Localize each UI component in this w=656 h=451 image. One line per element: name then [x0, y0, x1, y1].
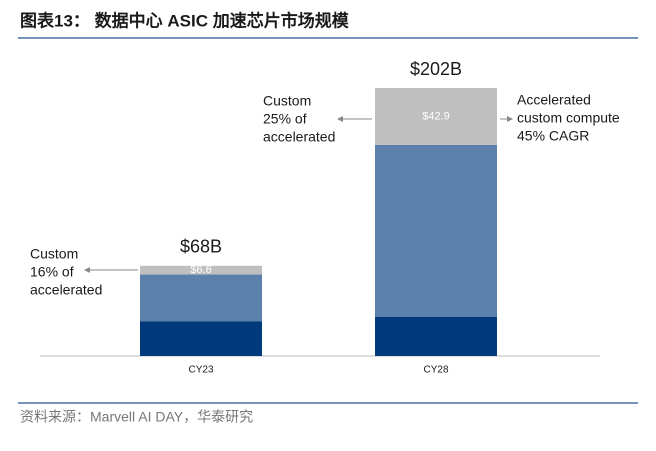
annotation: Custom: [263, 93, 311, 109]
total-label: $202B: [410, 59, 462, 79]
source: 资料来源：Marvell AI DAY，华泰研究: [20, 409, 253, 425]
annotation: 45% CAGR: [517, 128, 589, 144]
title: 图表13： 数据中心 ASIC 加速芯片市场规模: [20, 10, 350, 30]
annotation: Accelerated: [517, 92, 591, 108]
bar-segment: [140, 265, 262, 275]
annotation: accelerated: [263, 129, 335, 145]
value-label: $42.9: [422, 110, 450, 122]
bar-segment: [375, 88, 497, 145]
annotation: 25% of: [263, 111, 307, 127]
bar-segment: [140, 321, 262, 356]
bar-segment: [375, 144, 497, 317]
annotation: custom compute: [517, 110, 620, 126]
x-tick-label: CY23: [188, 365, 213, 376]
value-label: $6.6: [190, 264, 211, 276]
x-tick-label: CY28: [423, 365, 448, 376]
annotation: Custom: [30, 246, 78, 262]
annotation: accelerated: [30, 282, 102, 298]
total-label: $68B: [180, 237, 222, 257]
annotation: 16% of: [30, 264, 74, 280]
bar-segment: [375, 316, 497, 356]
bar-segment: [140, 274, 262, 322]
